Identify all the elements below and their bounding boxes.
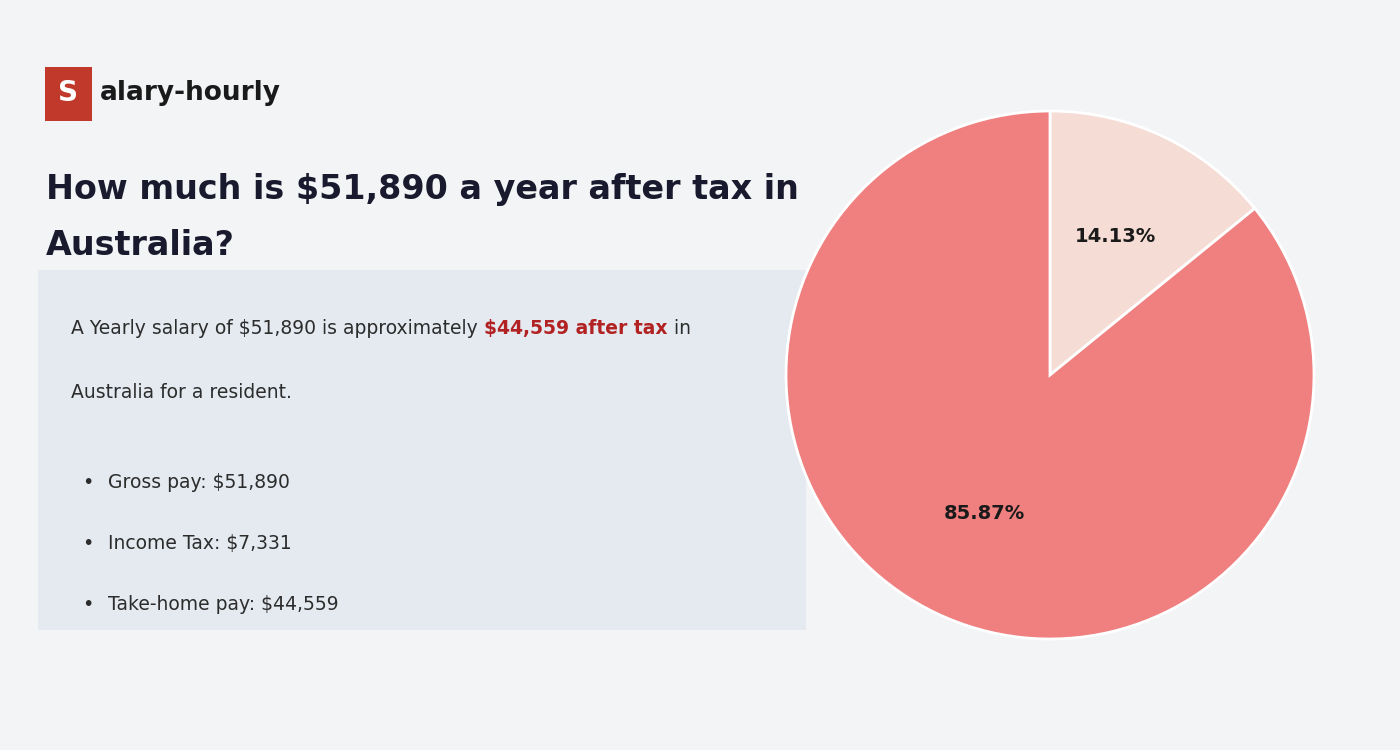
Text: 85.87%: 85.87% xyxy=(944,504,1025,523)
Text: $44,559 after tax: $44,559 after tax xyxy=(484,319,668,338)
Text: Gross pay: $51,890: Gross pay: $51,890 xyxy=(108,472,290,491)
Text: How much is $51,890 a year after tax in: How much is $51,890 a year after tax in xyxy=(46,172,799,206)
Text: S: S xyxy=(57,79,78,106)
FancyBboxPatch shape xyxy=(38,270,806,630)
Text: •: • xyxy=(83,472,94,491)
Wedge shape xyxy=(785,111,1315,639)
Text: Australia for a resident.: Australia for a resident. xyxy=(71,382,293,401)
Text: Take-home pay: $44,559: Take-home pay: $44,559 xyxy=(108,596,339,614)
Text: •: • xyxy=(83,596,94,614)
Wedge shape xyxy=(1050,111,1254,375)
Text: in: in xyxy=(668,319,690,338)
Text: Income Tax: $7,331: Income Tax: $7,331 xyxy=(108,534,291,553)
FancyBboxPatch shape xyxy=(45,67,91,121)
Text: 14.13%: 14.13% xyxy=(1075,227,1156,246)
Text: Australia?: Australia? xyxy=(46,229,235,262)
Text: alary-hourly: alary-hourly xyxy=(99,80,281,106)
Text: •: • xyxy=(83,534,94,553)
Text: A Yearly salary of $51,890 is approximately: A Yearly salary of $51,890 is approximat… xyxy=(71,319,484,338)
